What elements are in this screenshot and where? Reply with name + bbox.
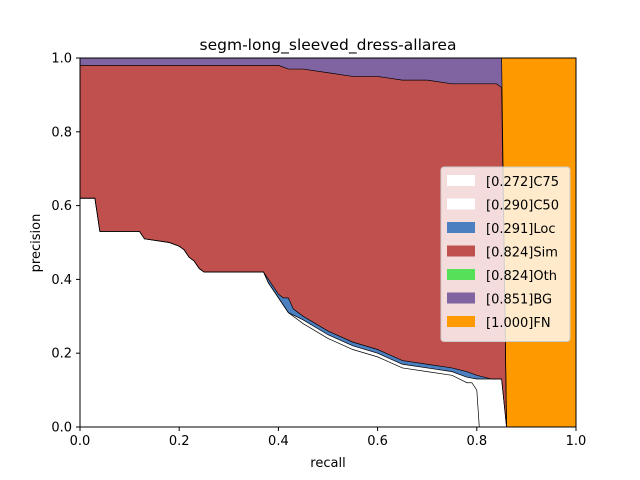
legend-swatch — [447, 316, 475, 327]
chart-title: segm-long_sleeved_dress-allarea — [200, 36, 457, 55]
x-tick-label: 0.2 — [169, 434, 190, 449]
legend-swatch — [447, 198, 475, 210]
legend-label: [0.272]C75 — [486, 175, 559, 190]
x-tick-label: 0.6 — [367, 434, 388, 449]
y-axis-title: precision — [29, 214, 44, 273]
legend-label: [0.824]Sim — [486, 246, 558, 261]
y-tick-label: 0.8 — [51, 125, 72, 140]
x-tick-label: 0.4 — [268, 434, 289, 449]
line-sim — [80, 65, 507, 428]
legend-swatch — [447, 222, 475, 233]
legend-label: [0.851]BG — [486, 293, 552, 308]
x-axis-title: recall — [310, 456, 345, 471]
legend-label: [1.000]FN — [486, 316, 551, 331]
x-tick-label: 0.0 — [70, 434, 91, 449]
legend-label: [0.824]Oth — [486, 269, 557, 284]
x-tick-label: 1.0 — [566, 434, 587, 449]
y-tick-label: 0.0 — [51, 421, 72, 436]
legend-swatch — [447, 292, 475, 304]
legend-swatch — [447, 245, 475, 257]
y-tick-label: 0.4 — [51, 273, 72, 288]
area-c75 — [80, 198, 480, 427]
legend-label: [0.290]C50 — [486, 199, 559, 214]
plot-area — [80, 57, 576, 428]
plot-frame — [79, 57, 577, 428]
y-tick-label: 1.0 — [51, 52, 72, 67]
legend: [0.272]C75 [0.290]C50 [0.291]Loc [0.824]Sim… — [440, 166, 571, 342]
legend-label: [0.291]Loc — [486, 222, 555, 237]
y-tick-label: 0.2 — [51, 347, 72, 362]
line-c75 — [80, 197, 480, 428]
y-tick-label: 0.6 — [51, 199, 72, 214]
legend-swatch — [447, 175, 475, 186]
legend-swatch — [447, 269, 475, 280]
axes: 0.0 0.2 0.4 0.6 0.8 1.0 0.0 0.2 0.4 0.6 0.8 1.0 — [51, 52, 586, 450]
x-tick-label: 0.8 — [466, 434, 487, 449]
